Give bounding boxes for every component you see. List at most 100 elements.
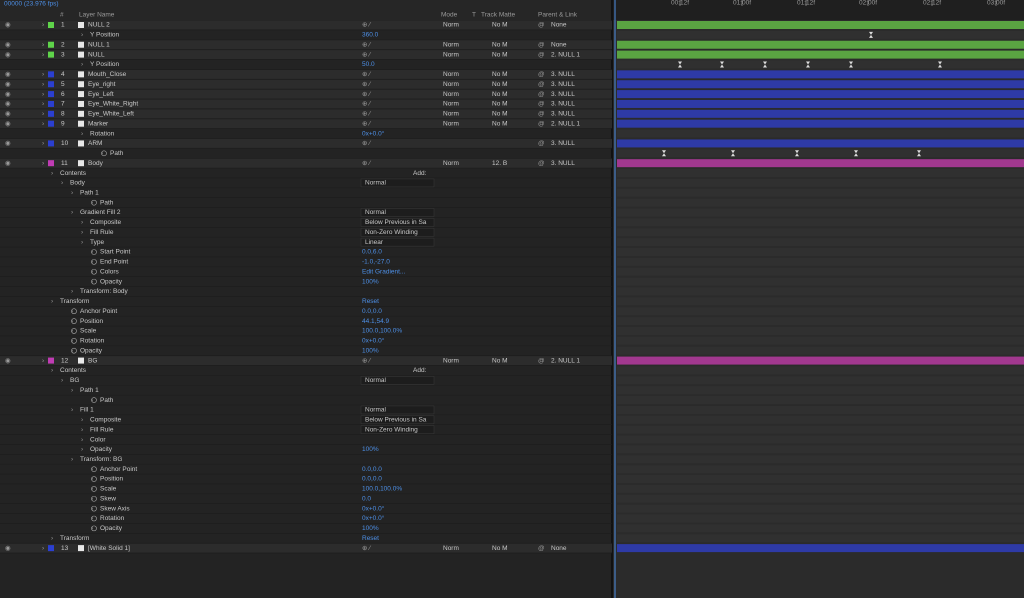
blend-mode: Norm bbox=[443, 111, 459, 118]
property-value: 0.0,0.0 bbox=[362, 466, 382, 473]
property-name: Scale bbox=[100, 486, 117, 493]
track-matte: No M bbox=[492, 71, 508, 78]
layer-icon bbox=[78, 111, 84, 117]
property-name: Transform: BG bbox=[80, 456, 122, 463]
switch-icons: ⊕ ∕ bbox=[362, 71, 371, 78]
layer-name: Eye_Left bbox=[88, 91, 114, 98]
label-color bbox=[48, 545, 54, 551]
property-value: 0x+0.0° bbox=[362, 129, 385, 137]
blend-mode: Norm bbox=[443, 22, 459, 29]
layer-icon bbox=[78, 42, 84, 48]
layer-number: 2 bbox=[61, 41, 65, 48]
eye-icon: ◉ bbox=[5, 41, 11, 48]
timeline-row bbox=[617, 238, 1024, 246]
ruler-label: 02:12f bbox=[923, 0, 941, 7]
timeline-bar bbox=[617, 110, 1024, 118]
timeline-row bbox=[617, 485, 1024, 493]
twirl-arrow: › bbox=[51, 298, 53, 305]
timeline-bar bbox=[617, 100, 1024, 108]
property-name: Opacity bbox=[100, 525, 123, 532]
blend-mode: Norm bbox=[443, 91, 459, 98]
dropdown-value: Non-Zero Winding bbox=[365, 229, 418, 236]
property-value: -1.0,-27.0 bbox=[362, 259, 390, 266]
timeline-row bbox=[617, 445, 1024, 453]
expand-arrow: › bbox=[42, 51, 44, 58]
property-name: Body bbox=[70, 180, 86, 187]
dropdown-value: Non-Zero Winding bbox=[365, 426, 418, 433]
parent: 3. NULL bbox=[551, 81, 575, 88]
twirl-arrow: › bbox=[81, 229, 83, 236]
property-name: Colors bbox=[100, 268, 120, 275]
property-value: 0.0 bbox=[362, 495, 371, 502]
layer-name: Mouth_Close bbox=[88, 71, 127, 78]
expand-arrow: › bbox=[42, 160, 44, 167]
layer-number: 13 bbox=[61, 545, 69, 552]
property-name: Skew bbox=[100, 495, 116, 502]
label-color bbox=[48, 358, 54, 364]
label-color bbox=[48, 22, 54, 28]
layer-number: 3 bbox=[61, 51, 65, 58]
label-color bbox=[48, 52, 54, 58]
blend-mode: Norm bbox=[443, 120, 459, 127]
property-name: Type bbox=[90, 239, 104, 246]
label-color bbox=[48, 101, 54, 107]
parent: None bbox=[551, 545, 567, 552]
twirl-arrow: › bbox=[51, 535, 53, 542]
layer-icon bbox=[78, 358, 84, 364]
layer-number: 5 bbox=[61, 81, 65, 88]
switch-icons: ⊕ ∕ bbox=[362, 41, 371, 48]
expand-arrow: › bbox=[42, 101, 44, 108]
eye-icon: ◉ bbox=[5, 111, 11, 118]
parent: 2. NULL 1 bbox=[551, 357, 580, 364]
label-color bbox=[48, 140, 54, 146]
property-name: Rotation bbox=[80, 338, 105, 345]
timeline-row bbox=[617, 327, 1024, 335]
timeline-row bbox=[617, 515, 1024, 523]
blend-mode: Norm bbox=[443, 357, 459, 364]
pickwhip: @ bbox=[538, 81, 545, 88]
eye-icon: ◉ bbox=[5, 91, 11, 98]
property-value: 360.0 bbox=[362, 32, 379, 39]
timeline-row bbox=[617, 416, 1024, 424]
twirl-arrow: › bbox=[71, 190, 73, 197]
switch-icons: ⊕ ∕ bbox=[362, 160, 371, 167]
parent: 3. NULL bbox=[551, 101, 575, 108]
twirl-arrow: › bbox=[81, 239, 83, 246]
expand-arrow: › bbox=[42, 545, 44, 552]
layer-name: NULL 2 bbox=[88, 22, 110, 29]
property-name: Path 1 bbox=[80, 190, 99, 197]
timeline-row bbox=[617, 268, 1024, 276]
timeline-row bbox=[617, 31, 1024, 39]
label-color bbox=[48, 81, 54, 87]
twirl-arrow: › bbox=[81, 417, 83, 424]
property-name: Composite bbox=[90, 417, 121, 424]
timeline-row bbox=[617, 149, 1024, 157]
property-name: Color bbox=[90, 436, 106, 443]
expand-arrow: › bbox=[42, 357, 44, 364]
switch-icons: ⊕ ∕ bbox=[362, 357, 371, 364]
label-color bbox=[48, 71, 54, 77]
layer-name: Eye_right bbox=[88, 81, 116, 88]
switch-icons: ⊕ ∕ bbox=[362, 51, 371, 58]
eye-icon: ◉ bbox=[5, 101, 11, 108]
timeline-row bbox=[617, 130, 1024, 138]
property-name: Y Position bbox=[90, 61, 120, 68]
layer-icon bbox=[78, 545, 84, 551]
timeline-bar bbox=[617, 357, 1024, 365]
blend-mode: Norm bbox=[443, 41, 459, 48]
twirl-arrow: › bbox=[81, 61, 83, 68]
timeline-row bbox=[617, 258, 1024, 266]
property-value: Reset bbox=[362, 298, 379, 305]
timeline-row bbox=[617, 248, 1024, 256]
pickwhip: @ bbox=[538, 111, 545, 118]
twirl-arrow: › bbox=[71, 456, 73, 463]
twirl-arrow: › bbox=[81, 426, 83, 433]
expand-arrow: › bbox=[42, 81, 44, 88]
dropdown-value: Below Previous in Sa bbox=[365, 219, 427, 226]
timeline-row bbox=[617, 209, 1024, 217]
eye-icon: ◉ bbox=[5, 120, 11, 127]
timeline-row bbox=[617, 317, 1024, 325]
property-value: 100% bbox=[362, 525, 379, 532]
dropdown-value: Normal bbox=[365, 209, 387, 216]
layer-number: 6 bbox=[61, 91, 65, 98]
